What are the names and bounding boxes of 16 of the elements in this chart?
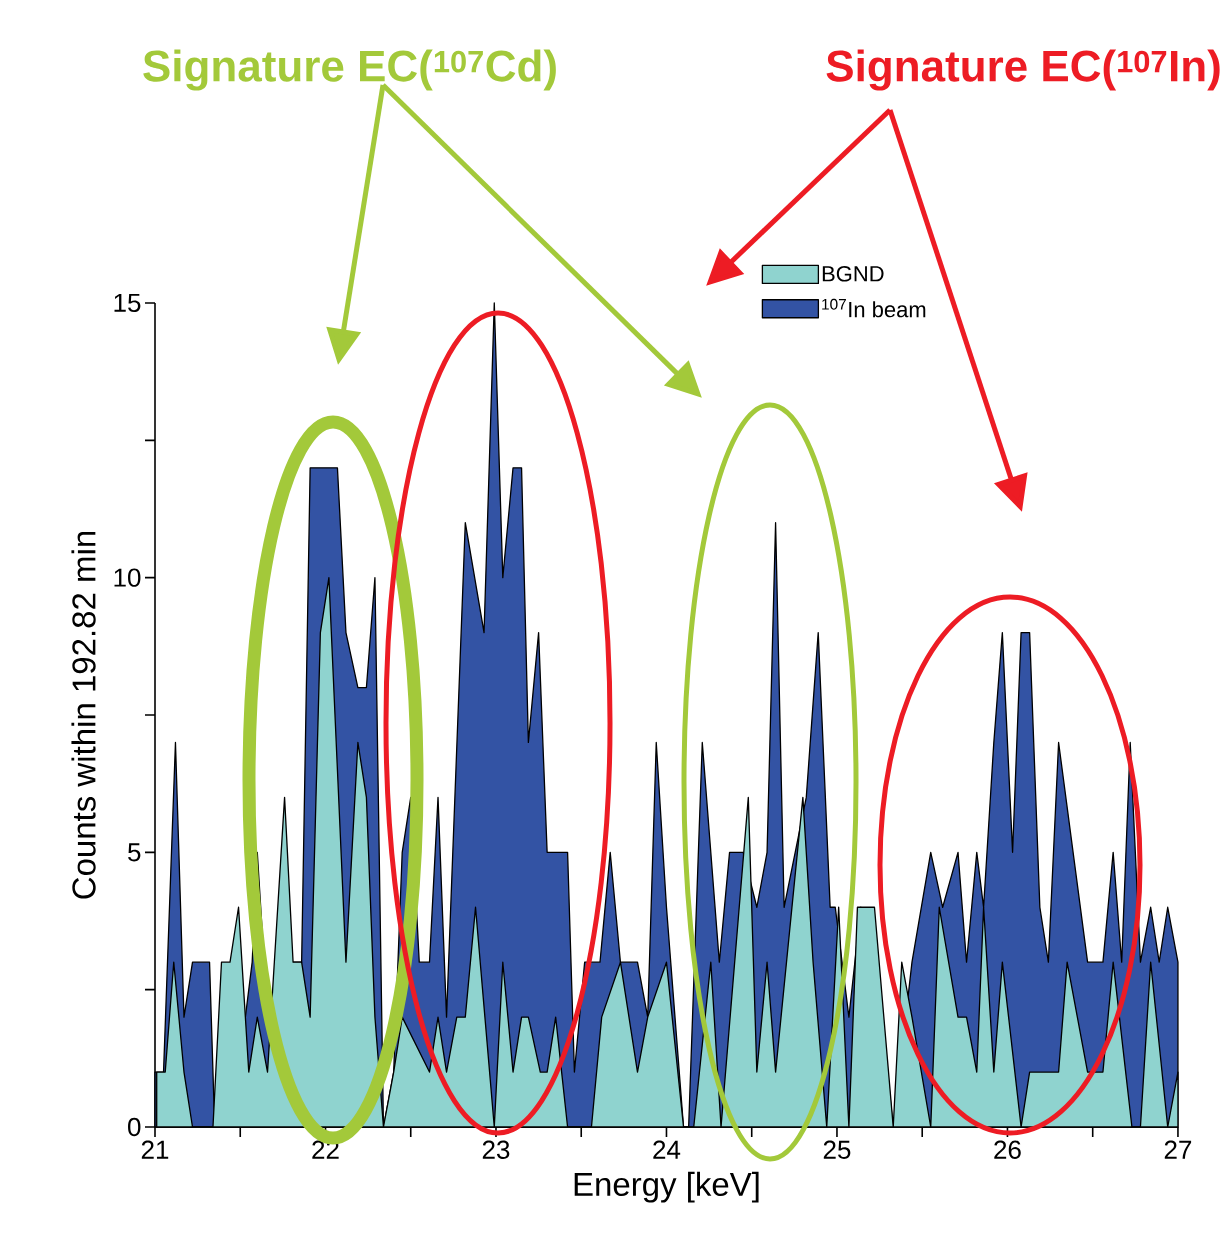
y-tick-label: 15 xyxy=(114,293,141,313)
legend-label: BGND xyxy=(822,265,884,282)
x-tick-label: 27 xyxy=(1164,1140,1192,1159)
x-axis-title: Energy [keV] xyxy=(574,1171,759,1203)
x-tick-label: 24 xyxy=(653,1140,681,1159)
text: Signature EC($^{107}$In) xyxy=(826,49,1220,91)
legend-label: $^{107}$In beam xyxy=(822,298,926,318)
y-tick-label: 0 xyxy=(128,1117,141,1137)
y-axis-title: Counts within 192.82 min xyxy=(71,531,96,899)
y-tick-label: 5 xyxy=(128,843,141,862)
x-tick-label: 21 xyxy=(141,1140,169,1159)
x-tick-label: 23 xyxy=(482,1140,510,1159)
text: Signature EC($^{107}$Cd) xyxy=(143,49,556,91)
x-tick-label: 26 xyxy=(994,1140,1021,1159)
x-tick-label: 25 xyxy=(823,1140,851,1159)
y-tick-label: 10 xyxy=(114,568,141,587)
